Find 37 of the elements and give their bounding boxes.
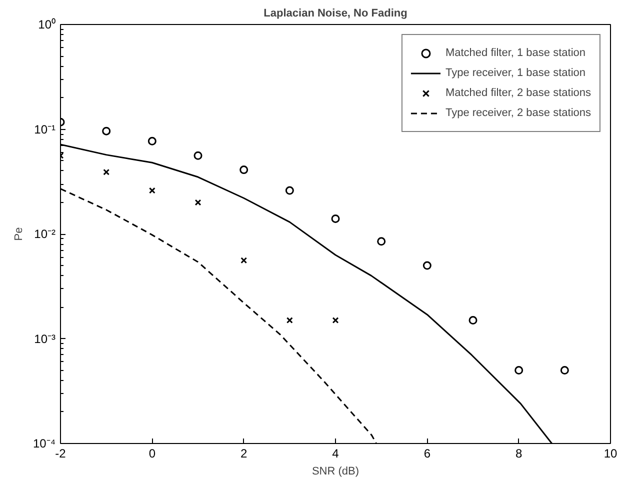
x-tick-label: 0 xyxy=(148,446,156,460)
point xyxy=(377,237,386,246)
point xyxy=(286,317,293,324)
chart-title: Laplacian Noise, No Fading xyxy=(264,8,408,20)
x-tick-label: 10 xyxy=(604,446,618,460)
point xyxy=(240,257,248,264)
x-tick-label: 4 xyxy=(332,446,340,460)
legend-label: Matched filter, 2 base stations xyxy=(445,87,591,99)
point xyxy=(285,186,294,195)
point xyxy=(468,316,478,325)
line-series xyxy=(60,188,378,444)
y-tick-label: 10⁻² xyxy=(34,227,56,241)
point xyxy=(194,151,202,160)
point xyxy=(148,136,156,146)
legend-label: Type receiver, 2 base stations xyxy=(445,107,591,119)
point xyxy=(422,261,432,270)
legend-label: Matched filter, 1 base station xyxy=(445,47,586,59)
y-tick-label: 10⁻¹ xyxy=(34,122,56,136)
y-tick-label: 10⁻³ xyxy=(34,332,56,346)
point xyxy=(194,199,202,206)
point xyxy=(332,317,339,324)
x-tick-label: 8 xyxy=(515,446,522,460)
x-axis-title: SNR (dB) xyxy=(312,466,360,478)
point xyxy=(148,187,156,194)
y-tick-label: 10⁰ xyxy=(38,18,56,32)
point xyxy=(102,126,111,136)
point xyxy=(514,366,524,375)
x-tick-label: 6 xyxy=(424,446,431,460)
y-axis-title: Pe xyxy=(12,227,25,241)
x-tick-label: 2 xyxy=(240,446,248,460)
point xyxy=(331,214,340,223)
point xyxy=(560,366,569,375)
y-tick-label: 10⁻⁴ xyxy=(32,436,56,450)
x-tick-label: -2 xyxy=(55,446,66,460)
legend-label: Type receiver, 1 base station xyxy=(445,67,586,79)
point xyxy=(103,168,110,176)
point xyxy=(240,166,248,174)
